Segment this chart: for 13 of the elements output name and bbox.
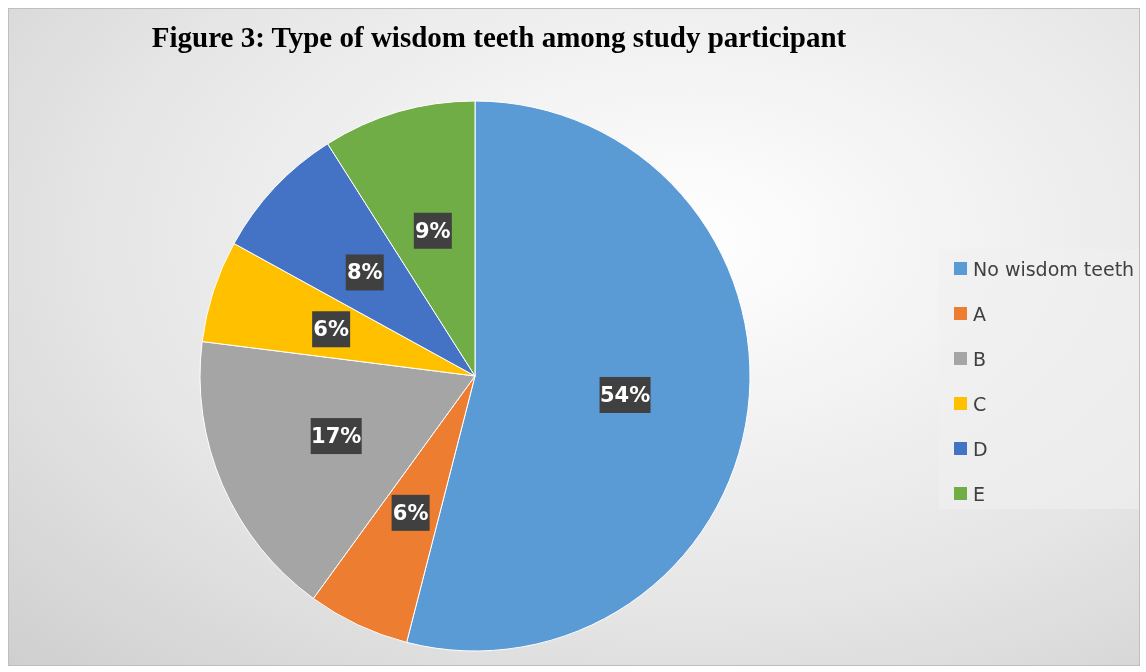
data-label: 8% [346, 260, 383, 285]
data-label: 54% [599, 382, 651, 407]
data-label: 6% [313, 317, 349, 342]
legend-label: C [973, 393, 987, 415]
data-label: 6% [392, 500, 429, 525]
chart-title: Figure 3: Type of wisdom teeth among study participant [151, 21, 847, 53]
legend-label: D [973, 438, 988, 460]
legend-label: B [973, 348, 987, 370]
data-label: 9% [414, 218, 451, 243]
legend-label: A [973, 303, 986, 325]
data-label: 17% [311, 424, 362, 449]
slice-label: No wisdom teeth [973, 258, 1135, 280]
legend-label: E [973, 483, 986, 505]
